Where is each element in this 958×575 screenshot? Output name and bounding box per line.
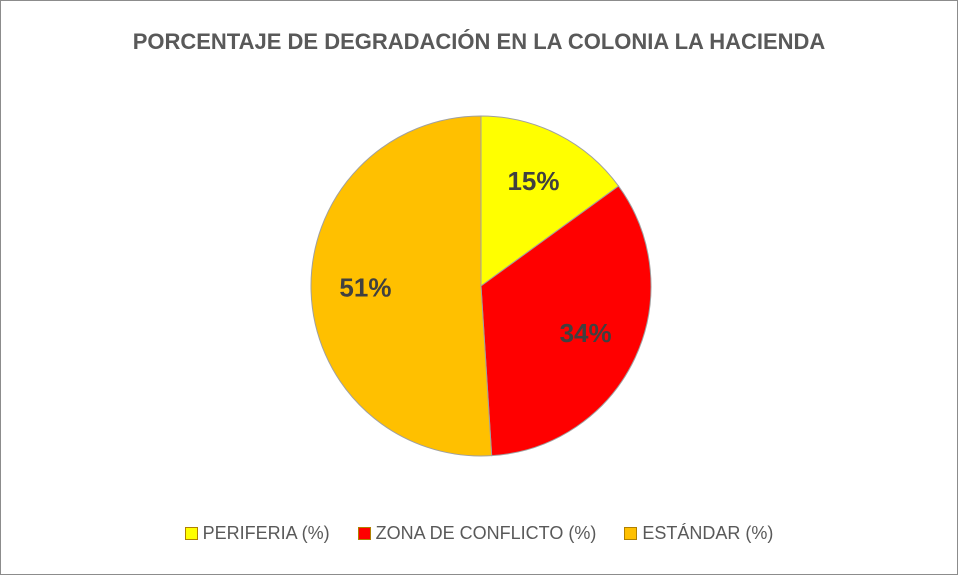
legend: PERIFERIA (%) ZONA DE CONFLICTO (%) ESTÁND… (1, 523, 957, 544)
legend-label: PERIFERIA (%) (202, 523, 330, 543)
chart-title: PORCENTAJE DE DEGRADACIÓN EN LA COLONIA … (133, 29, 826, 54)
legend-swatch (184, 527, 198, 540)
legend-item: ZONA DE CONFLICTO (%) (357, 523, 597, 544)
legend-item: ESTÁNDAR (%) (624, 523, 773, 544)
pie-slice (480, 185, 652, 457)
pie-slice (310, 115, 493, 457)
legend-label: ZONA DE CONFLICTO (%) (375, 523, 597, 543)
value-label: 51% (339, 273, 391, 303)
pie-slice (480, 115, 620, 287)
legend-label: ESTÁNDAR (%) (642, 523, 774, 543)
value-label: 15% (507, 166, 559, 196)
value-label: 34% (560, 318, 612, 348)
legend-item: PERIFERIA (%) (184, 523, 330, 544)
legend-swatch (624, 527, 638, 540)
legend-swatch (357, 527, 371, 540)
